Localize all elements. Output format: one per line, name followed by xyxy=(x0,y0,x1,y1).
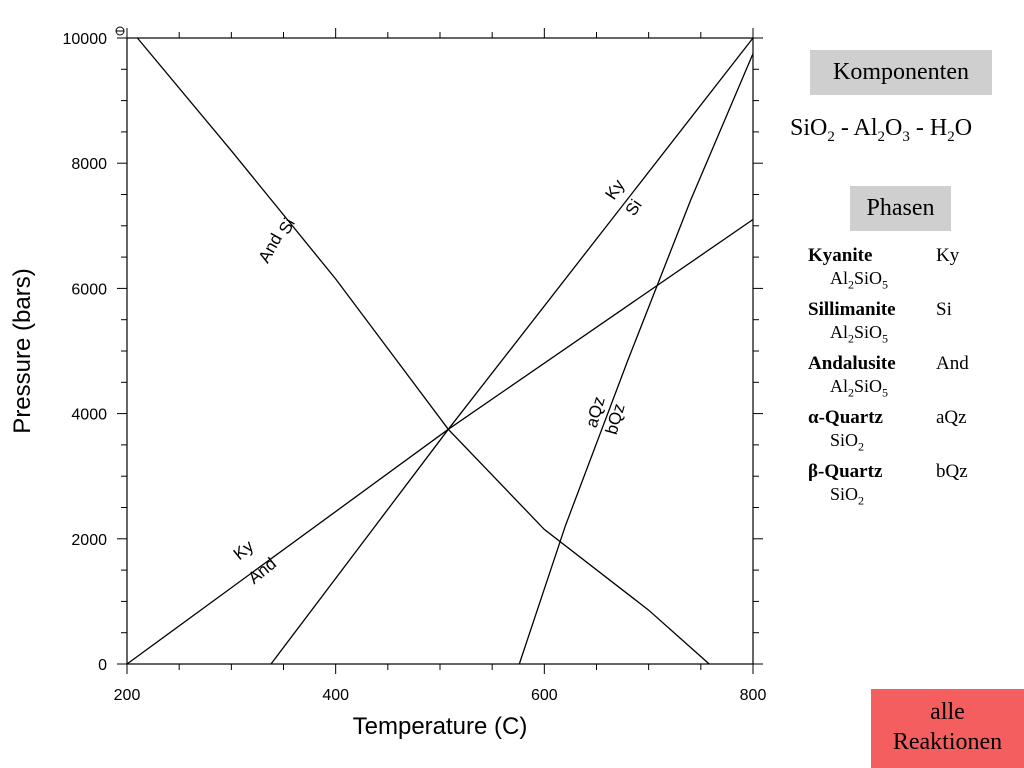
formula-part: O xyxy=(885,115,903,141)
y-tick-label: 10000 xyxy=(63,31,108,48)
reaction-curve-3 xyxy=(270,37,754,665)
reaction-curves xyxy=(126,37,754,665)
formula-part: O xyxy=(954,115,973,141)
curve-label: Ky xyxy=(601,176,628,203)
y-tick-label: 6000 xyxy=(71,281,107,298)
phase-entry-kyanite: Kyanite Ky Al2SiO5 xyxy=(808,245,959,299)
alle-reaktionen-button[interactable]: alle Reaktionen xyxy=(871,689,1024,768)
y-tick-label: 8000 xyxy=(71,156,107,173)
phase-abbr: Si xyxy=(936,299,952,320)
phase-formula: Al2SiO5 xyxy=(830,376,889,400)
axis-ticks xyxy=(117,28,763,674)
button-label-line1: alle xyxy=(930,699,965,725)
y-tick-label: 2000 xyxy=(71,532,107,549)
phase-formula: SiO2 xyxy=(830,484,865,508)
komponenten-formula: SiO2 - Al2O3 - H2O xyxy=(790,115,972,146)
phase-entry-andalusite: Andalusite And Al2SiO5 xyxy=(808,353,969,407)
y-tick-label: 0 xyxy=(98,657,107,674)
formula-sub: 2 xyxy=(827,128,835,145)
formula-part: - Al xyxy=(834,115,878,141)
formula-sub: 2 xyxy=(877,128,886,145)
plot-frame xyxy=(126,37,754,665)
phase-name: β-Quartz xyxy=(808,461,883,482)
curve-label: And xyxy=(255,230,286,266)
phasen-header: Phasen xyxy=(850,186,951,231)
phase-name: Andalusite xyxy=(808,353,896,374)
x-tick-label: 200 xyxy=(114,687,141,704)
x-tick-label: 800 xyxy=(740,687,767,704)
phase-entry-sillimanite: Sillimanite Si Al2SiO5 xyxy=(808,299,952,353)
corner-marker-icon xyxy=(115,26,125,36)
formula-part: SiO xyxy=(790,115,828,141)
y-axis-title: Pressure (bars) xyxy=(9,268,36,433)
phase-formula: Al2SiO5 xyxy=(830,268,889,292)
x-tick-label: 400 xyxy=(322,687,349,704)
phase-name: Sillimanite xyxy=(808,299,896,320)
button-label-line2: Reaktionen xyxy=(892,729,1003,755)
komponenten-header: Komponenten xyxy=(810,50,992,95)
y-tick-label: 4000 xyxy=(71,407,107,424)
formula-sub: 3 xyxy=(902,128,910,145)
phase-entry-beta-quartz: β-Quartz bQz SiO2 xyxy=(808,461,968,515)
phase-name: α-Quartz xyxy=(808,407,883,428)
phase-abbr: aQz xyxy=(936,407,967,428)
phase-name: Kyanite xyxy=(808,245,873,266)
reaction-curve-1 xyxy=(136,37,710,665)
phase-abbr: bQz xyxy=(936,461,968,482)
x-tick-label: 600 xyxy=(531,687,558,704)
x-axis-title: Temperature (C) xyxy=(353,713,528,740)
reaction-curve-2 xyxy=(126,218,754,665)
phase-entry-alpha-quartz: α-Quartz aQz SiO2 xyxy=(808,407,967,461)
curve-label: Si xyxy=(275,215,299,237)
formula-part: - H xyxy=(909,115,948,141)
phase-formula: SiO2 xyxy=(830,430,865,454)
curve-label: Ky xyxy=(230,536,258,564)
formula-sub: 2 xyxy=(947,128,955,145)
phase-list: Kyanite Ky Al2SiO5 Sillimanite Si Al2SiO5 … xyxy=(808,245,969,515)
phase-formula: Al2SiO5 xyxy=(830,322,889,346)
reaction-curve-4 xyxy=(518,53,754,665)
phase-abbr: And xyxy=(936,353,969,374)
curve-label: Si xyxy=(622,196,646,219)
phase-abbr: Ky xyxy=(936,245,960,266)
curve-label: And xyxy=(245,554,280,588)
